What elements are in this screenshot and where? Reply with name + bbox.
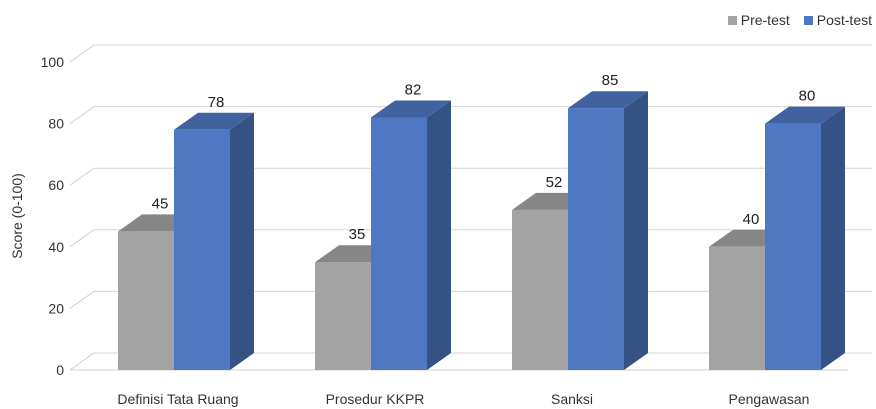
data-label-pre-test-1: 35 (349, 226, 366, 243)
bar-post-test-1 (371, 117, 427, 370)
legend: Pre-test Post-test (727, 12, 872, 28)
bar-top-post-test-3 (765, 106, 845, 124)
bar-top-post-test-0 (174, 112, 254, 130)
bar-top-post-test-1 (371, 100, 451, 118)
x-tick-label-2: Sanksi (551, 391, 593, 407)
legend-label-post-test: Post-test (816, 12, 872, 28)
x-tick-label-1: Prosedur KKPR (326, 391, 425, 407)
grid-diagonal-20 (69, 290, 95, 309)
bar-pre-test-1 (315, 262, 371, 370)
data-label-post-test-1: 82 (405, 81, 422, 98)
grid-diagonal-0 (69, 352, 95, 371)
grid-diagonal-80 (69, 106, 95, 125)
y-tick-label-40: 40 (48, 239, 64, 255)
y-tick-label-60: 60 (48, 177, 64, 193)
y-tick-label-20: 20 (48, 300, 64, 316)
data-label-post-test-0: 78 (208, 94, 225, 111)
legend-item-pre-test: Pre-test (727, 12, 790, 28)
legend-swatch-post-test (803, 15, 813, 25)
legend-label-pre-test: Pre-test (740, 12, 790, 28)
data-label-post-test-2: 85 (602, 72, 619, 89)
data-label-pre-test-2: 52 (546, 174, 563, 191)
y-axis-title: Score (0-100) (9, 173, 25, 259)
bar-top-post-test-2 (568, 91, 648, 109)
bar-pre-test-3 (709, 246, 765, 370)
x-tick-label-0: Definisi Tata Ruang (117, 391, 238, 407)
grid-diagonal-40 (69, 229, 95, 248)
bar-side-post-test-2 (624, 91, 648, 370)
data-label-pre-test-3: 40 (743, 211, 760, 228)
y-tick-label-0: 0 (56, 362, 64, 378)
grid-diagonal-60 (69, 167, 95, 186)
grid-diagonal-100 (69, 44, 95, 63)
x-tick-label-3: Pengawasan (729, 391, 810, 407)
data-label-pre-test-0: 45 (152, 195, 169, 212)
bar-side-post-test-0 (230, 112, 254, 370)
bar-side-post-test-3 (821, 106, 845, 370)
y-tick-label-100: 100 (41, 54, 65, 70)
data-label-post-test-3: 80 (799, 88, 816, 105)
bar-pre-test-0 (118, 231, 174, 370)
bar-pre-test-2 (512, 209, 568, 370)
legend-swatch-pre-test (727, 15, 737, 25)
y-tick-label-80: 80 (48, 116, 64, 132)
bar-post-test-0 (174, 129, 230, 370)
bar-post-test-2 (568, 108, 624, 370)
bar-side-post-test-1 (427, 100, 451, 370)
bar-post-test-3 (765, 123, 821, 370)
legend-item-post-test: Post-test (803, 12, 872, 28)
